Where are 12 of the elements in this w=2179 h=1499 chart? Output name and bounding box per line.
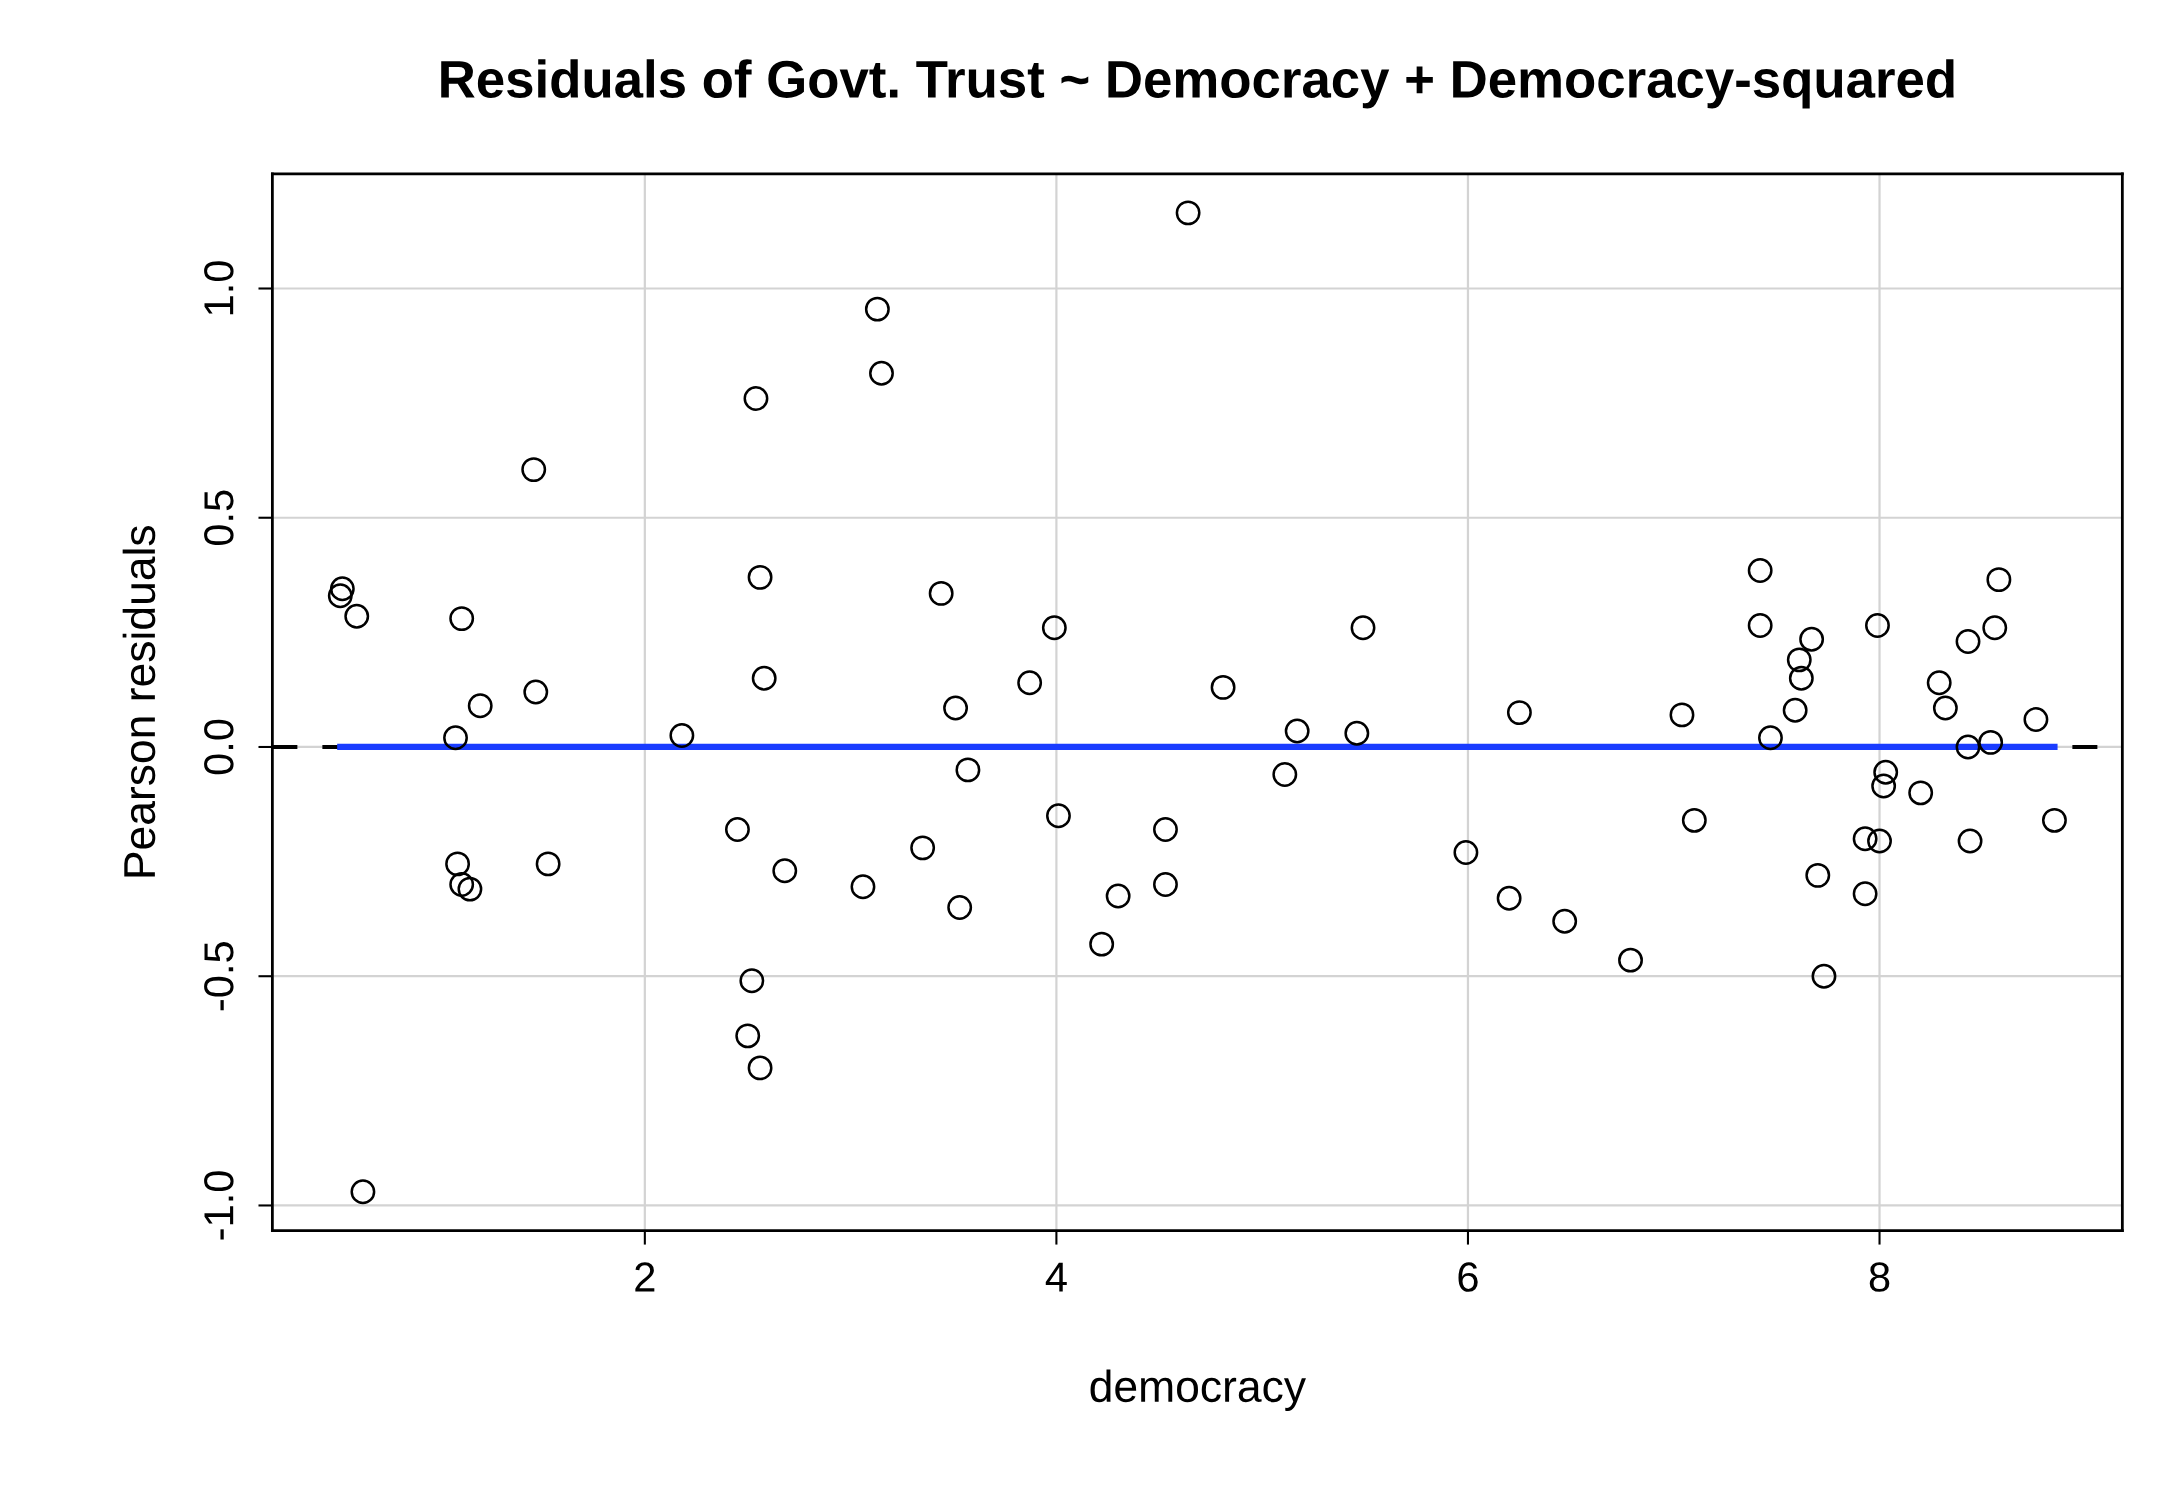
y-tick-label: 0.0 xyxy=(204,719,234,775)
x-tick-label: 2 xyxy=(635,1262,655,1292)
x-tick-label: 6 xyxy=(1458,1262,1478,1292)
y-tick-label: -1.0 xyxy=(204,1171,234,1240)
y-axis-title: Pearson residuals xyxy=(122,526,156,877)
chart-title: Residuals of Govt. Trust ~ Democracy + Democracy-squared xyxy=(441,59,1954,109)
y-tick-label: 0.5 xyxy=(204,490,234,546)
x-tick-label: 4 xyxy=(1045,1262,1067,1292)
x-tick-label: 8 xyxy=(1869,1262,1890,1292)
x-axis-title: democracy xyxy=(1090,1369,1306,1411)
y-tick-label: 1.0 xyxy=(204,261,234,315)
y-tick-label: -0.5 xyxy=(204,942,234,1011)
